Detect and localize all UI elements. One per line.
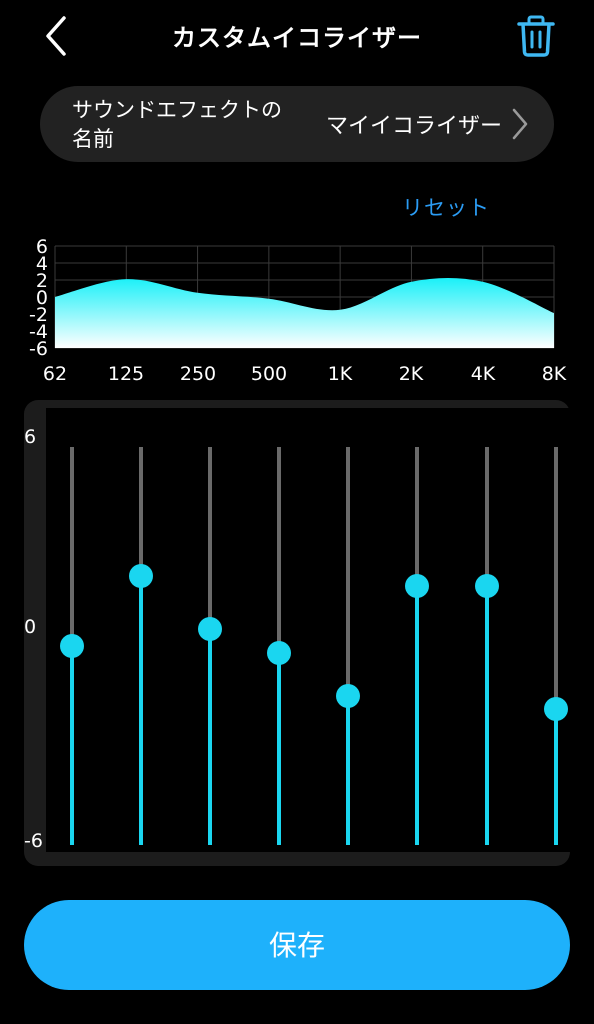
- sound-effect-name-row[interactable]: サウンドエフェクトの名前 マイイコライザー: [40, 86, 554, 162]
- curve-y-tick: -6: [29, 338, 48, 360]
- chevron-left-icon: [46, 16, 66, 56]
- header-bar: カスタムイコライザー: [0, 0, 594, 72]
- band-track-inactive[interactable]: [485, 447, 489, 587]
- band-slider-knob[interactable]: [60, 634, 84, 658]
- band-slider-knob[interactable]: [475, 574, 499, 599]
- delete-button[interactable]: [512, 12, 560, 60]
- trash-icon: [517, 15, 555, 57]
- save-button[interactable]: 保存: [24, 900, 570, 990]
- band-track-inactive[interactable]: [415, 447, 419, 587]
- slider-axis-max-label: 6: [24, 426, 37, 448]
- band-track-active[interactable]: [70, 646, 74, 845]
- band-track-inactive[interactable]: [208, 447, 212, 630]
- slider-axis-min-label: -6: [24, 830, 43, 852]
- curve-x-tick: 1K: [327, 363, 353, 385]
- curve-y-tick: 0: [35, 287, 48, 309]
- curve-x-tick: 125: [107, 363, 145, 385]
- band-track-inactive[interactable]: [554, 447, 558, 710]
- curve-y-tick: -2: [29, 304, 48, 326]
- curve-x-tick: 250: [179, 363, 217, 385]
- curve-x-tick: 8K: [541, 363, 567, 385]
- band-track-active[interactable]: [139, 576, 143, 845]
- curve-y-tick: 2: [35, 270, 48, 292]
- band-track-active[interactable]: [346, 695, 350, 845]
- band-slider-knob[interactable]: [267, 640, 291, 665]
- curve-x-tick: 500: [250, 363, 288, 385]
- band-track-inactive[interactable]: [277, 447, 281, 653]
- curve-x-tick: 4K: [470, 363, 496, 385]
- band-slider-knob[interactable]: [544, 697, 568, 722]
- band-slider-knob[interactable]: [405, 574, 429, 599]
- curve-x-tick: 2K: [398, 363, 424, 385]
- band-track-active[interactable]: [554, 709, 558, 845]
- chevron-right-icon: [512, 108, 528, 140]
- band-track-active[interactable]: [485, 586, 489, 845]
- page-title: カスタムイコライザー: [172, 24, 422, 52]
- eq-curve-plot: [54, 245, 555, 349]
- band-track-inactive[interactable]: [139, 447, 143, 577]
- band-track-inactive[interactable]: [70, 447, 74, 646]
- curve-y-tick: -4: [29, 321, 48, 343]
- band-slider-knob[interactable]: [336, 683, 360, 708]
- eq-slider-panel: [24, 400, 570, 866]
- sound-effect-name-label: サウンドエフェクトの名前: [72, 98, 282, 151]
- slider-axis-mid-label: 0: [24, 616, 37, 638]
- eq-curve-area: [55, 277, 554, 348]
- back-button[interactable]: [40, 14, 80, 58]
- band-track-active[interactable]: [277, 652, 281, 845]
- band-track-active[interactable]: [415, 586, 419, 845]
- sound-effect-name-value: マイイコライザー: [325, 114, 502, 139]
- band-track-active[interactable]: [208, 629, 212, 845]
- eq-slider-area: [46, 408, 570, 852]
- eq-curve-chart: 6 4 2 0 -2 -4 -6 62 125 250 500 1K 2K 4K…: [0, 232, 594, 392]
- curve-y-tick: 6: [35, 236, 48, 258]
- band-slider-knob[interactable]: [198, 617, 222, 642]
- reset-button[interactable]: リセット: [402, 196, 490, 220]
- band-track-inactive[interactable]: [346, 447, 350, 696]
- curve-y-tick: 4: [35, 253, 48, 275]
- curve-x-tick: 62: [42, 363, 68, 385]
- band-slider-knob[interactable]: [129, 564, 153, 589]
